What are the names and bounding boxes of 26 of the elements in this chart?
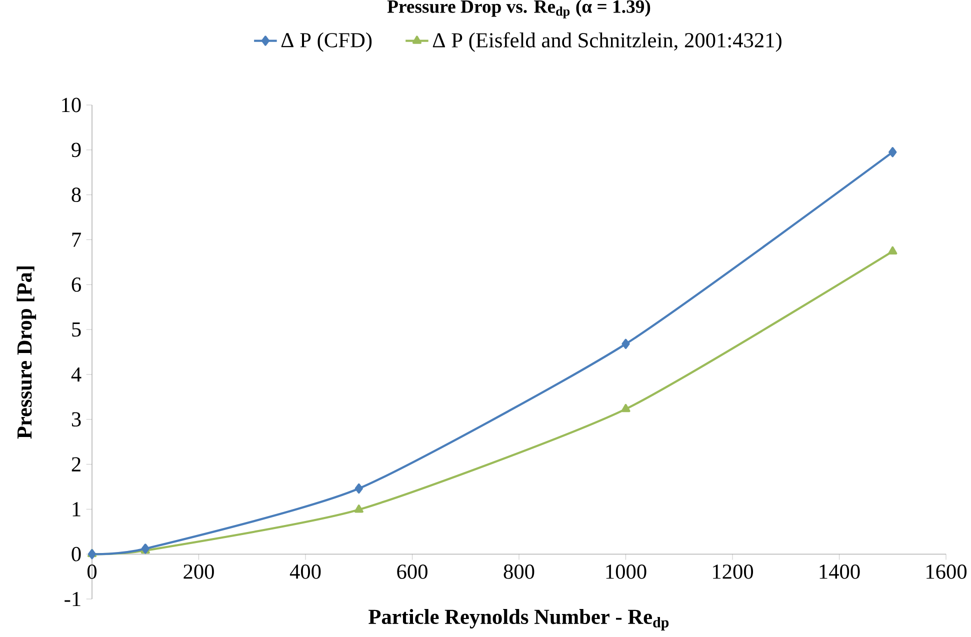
y-tick-label: 2 <box>72 457 80 472</box>
x-tick-label: 800 <box>504 564 534 579</box>
y-axis-title: Pressure Drop [Pa] <box>16 266 36 439</box>
x-tick-label: 1200 <box>713 564 754 579</box>
legend-label: Δ P (Eisfeld and Schnitzlein, 2001:4321) <box>432 32 782 52</box>
x-tick-label: 1000 <box>606 564 646 579</box>
x-tick-label: 200 <box>184 564 214 579</box>
y-tick-label: 3 <box>72 412 81 427</box>
y-tick-label: -1 <box>64 592 80 606</box>
text: Particle Reynolds Number - Re$_{dp}$ <box>368 609 669 630</box>
chart-title: Pressure Drop vs. Re$_{dp}$ (α = 1.39) <box>387 0 650 18</box>
y-tick-label: 10 <box>62 98 81 112</box>
y-tick-label: 4 <box>71 367 82 382</box>
x-tick-label: 1600 <box>926 564 967 579</box>
y-tick-label: 8 <box>72 188 81 202</box>
y-tick-label: 5 <box>72 322 81 337</box>
y-tick-label: 1 <box>72 502 80 516</box>
x-tick-label: 600 <box>397 564 428 579</box>
y-tick-label: 0 <box>72 546 81 562</box>
x-tick-label: 1400 <box>820 564 860 579</box>
x-tick-label: 400 <box>290 564 321 579</box>
y-tick-label: 9 <box>72 142 81 158</box>
y-tick-label: 7 <box>72 232 81 247</box>
y-tick-label: 6 <box>72 277 81 292</box>
x-tick-label: 0 <box>87 564 97 579</box>
legend-label: Δ P (CFD) <box>281 32 372 52</box>
